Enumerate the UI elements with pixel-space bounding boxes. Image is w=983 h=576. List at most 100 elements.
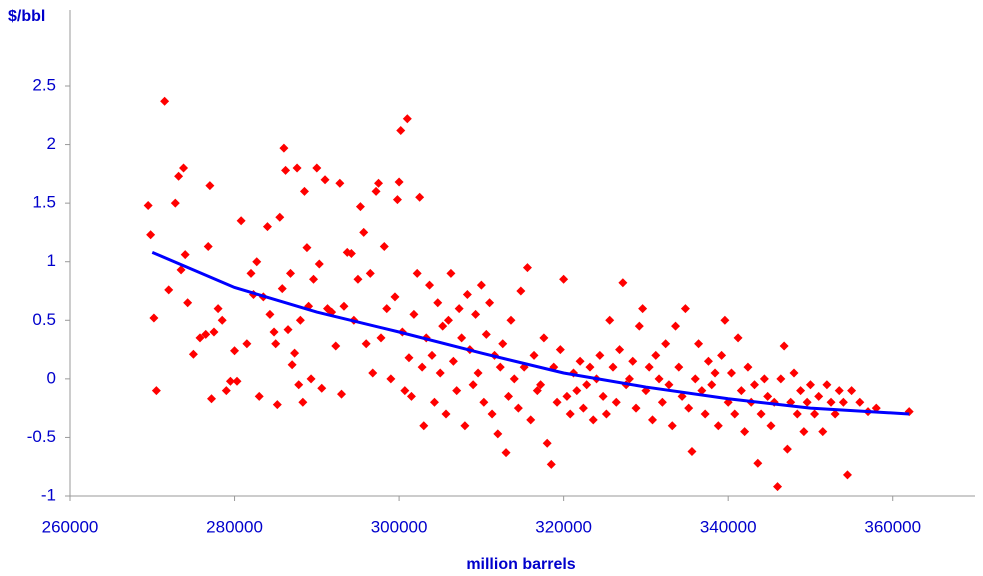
point: [796, 386, 806, 396]
point: [473, 368, 483, 378]
point: [213, 304, 223, 314]
point: [339, 301, 349, 311]
point: [479, 397, 489, 407]
point: [740, 427, 750, 437]
point: [618, 278, 628, 288]
point: [684, 403, 694, 413]
point: [452, 386, 462, 396]
point: [462, 290, 472, 300]
point: [799, 427, 809, 437]
point: [855, 397, 865, 407]
point: [306, 374, 316, 384]
point: [361, 339, 371, 349]
point: [312, 163, 322, 173]
point: [717, 350, 727, 360]
point: [236, 216, 246, 226]
point: [417, 362, 427, 372]
point: [269, 327, 279, 337]
point: [504, 391, 514, 401]
point: [359, 227, 369, 237]
y-tick-label: 1.5: [32, 193, 56, 212]
point: [400, 386, 410, 396]
point: [588, 415, 598, 425]
point: [396, 126, 406, 136]
point: [506, 315, 516, 325]
point: [644, 362, 654, 372]
point: [792, 409, 802, 419]
point: [446, 268, 456, 278]
point: [631, 403, 641, 413]
point: [382, 304, 392, 314]
point: [690, 374, 700, 384]
point: [495, 362, 505, 372]
x-tick-label: 280000: [206, 517, 263, 536]
point: [272, 400, 282, 410]
point: [707, 380, 717, 390]
point: [700, 409, 710, 419]
y-axis-title: $/bbl: [8, 8, 45, 25]
point: [180, 250, 190, 260]
point: [262, 222, 272, 232]
point: [376, 333, 386, 343]
point: [555, 345, 565, 355]
point: [814, 391, 824, 401]
point: [205, 181, 215, 191]
point: [730, 409, 740, 419]
point: [412, 268, 422, 278]
point: [810, 409, 820, 419]
point: [285, 268, 295, 278]
point: [290, 348, 300, 358]
point: [402, 114, 412, 124]
x-tick-label: 340000: [700, 517, 757, 536]
point: [624, 374, 634, 384]
point: [195, 333, 205, 343]
point: [498, 339, 508, 349]
point: [355, 202, 365, 212]
point: [526, 415, 536, 425]
point: [277, 284, 287, 294]
point: [710, 368, 720, 378]
point: [713, 421, 723, 431]
point: [379, 241, 389, 251]
point: [671, 321, 681, 331]
point: [743, 362, 753, 372]
point: [176, 265, 186, 275]
point: [409, 309, 419, 319]
point: [320, 175, 330, 185]
point: [834, 386, 844, 396]
point: [203, 241, 213, 251]
point: [283, 325, 293, 335]
point: [578, 403, 588, 413]
point: [552, 397, 562, 407]
point: [513, 403, 523, 413]
point: [805, 380, 815, 390]
trend-line: [151, 250, 910, 416]
point: [425, 280, 435, 290]
point: [595, 350, 605, 360]
point: [448, 356, 458, 366]
point: [230, 346, 240, 356]
point: [654, 374, 664, 384]
point: [664, 380, 674, 390]
point: [207, 394, 217, 404]
point: [750, 380, 760, 390]
point: [374, 178, 384, 188]
point: [342, 247, 352, 257]
point: [677, 391, 687, 401]
point: [575, 356, 585, 366]
point: [830, 409, 840, 419]
point: [337, 389, 346, 399]
point: [782, 444, 792, 454]
point: [246, 268, 256, 278]
point: [217, 315, 227, 325]
point: [294, 380, 304, 390]
point: [536, 380, 546, 390]
point: [314, 259, 324, 269]
point: [703, 356, 713, 366]
point: [687, 446, 697, 456]
point: [756, 409, 766, 419]
point: [647, 415, 657, 425]
point: [454, 304, 464, 314]
point: [299, 186, 309, 196]
point: [279, 143, 289, 153]
